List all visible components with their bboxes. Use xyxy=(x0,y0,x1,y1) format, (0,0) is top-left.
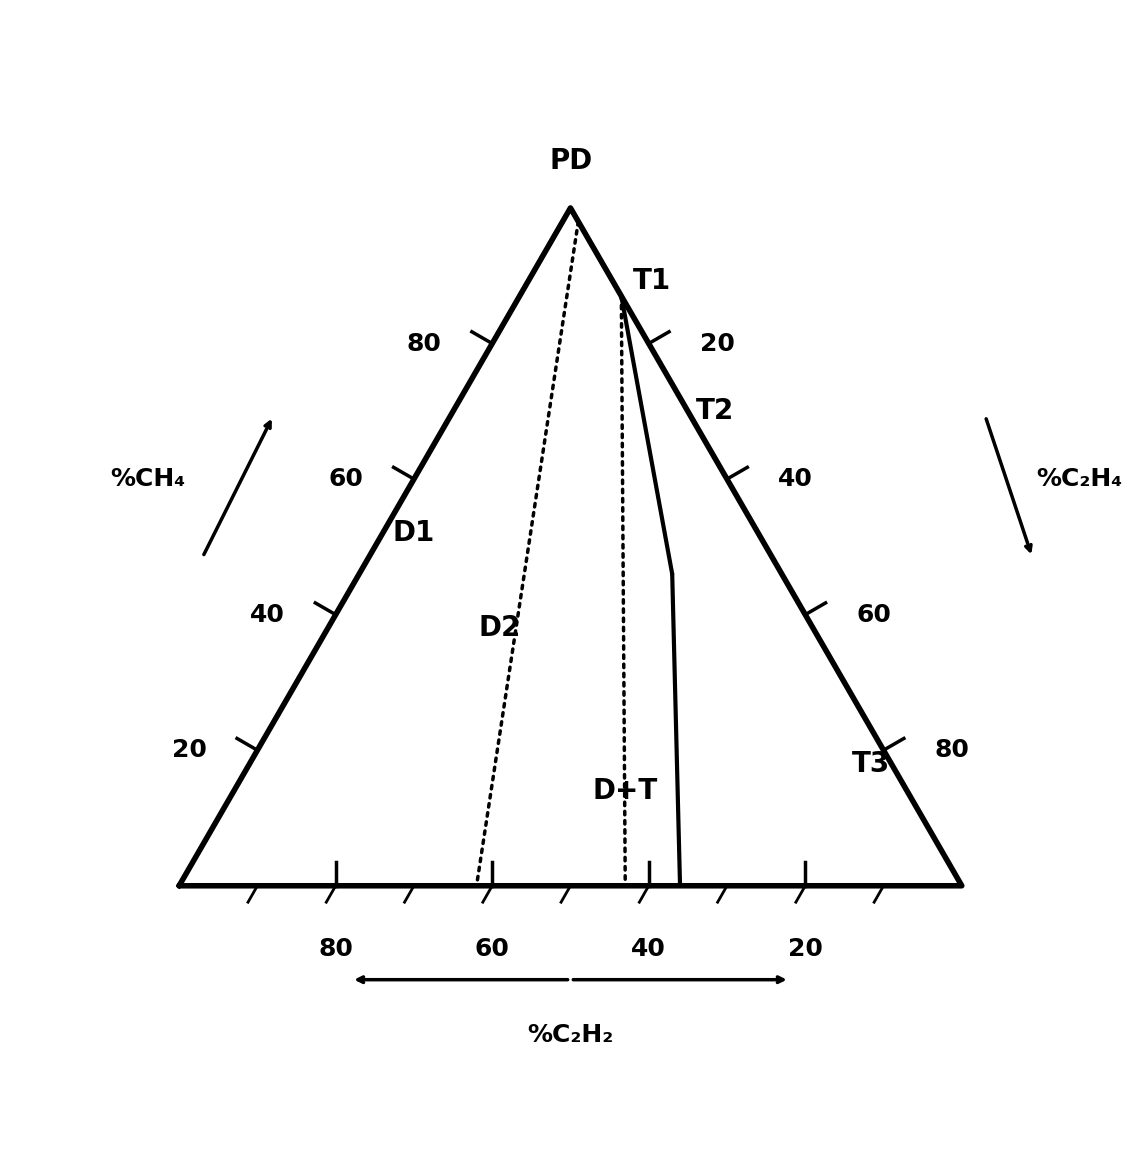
Text: 80: 80 xyxy=(934,738,969,762)
Text: 20: 20 xyxy=(787,936,823,961)
Text: 60: 60 xyxy=(329,468,363,491)
Text: 20: 20 xyxy=(699,332,735,355)
Text: D1: D1 xyxy=(393,519,435,547)
Text: 80: 80 xyxy=(406,332,442,355)
Text: T2: T2 xyxy=(696,397,734,425)
Text: 40: 40 xyxy=(250,602,285,627)
Text: D+T: D+T xyxy=(592,777,658,805)
Text: D2: D2 xyxy=(479,614,521,642)
Text: 20: 20 xyxy=(171,738,207,762)
Text: PD: PD xyxy=(549,146,592,175)
Text: %CH₄: %CH₄ xyxy=(111,466,185,491)
Text: 60: 60 xyxy=(475,936,510,961)
Text: 80: 80 xyxy=(318,936,353,961)
Text: 60: 60 xyxy=(856,602,891,627)
Text: %C₂H₂: %C₂H₂ xyxy=(527,1023,614,1047)
Text: 40: 40 xyxy=(631,936,666,961)
Text: %C₂H₄: %C₂H₄ xyxy=(1036,466,1123,491)
Text: T3: T3 xyxy=(852,750,890,778)
Text: T1: T1 xyxy=(633,267,671,295)
Text: 40: 40 xyxy=(778,468,812,491)
